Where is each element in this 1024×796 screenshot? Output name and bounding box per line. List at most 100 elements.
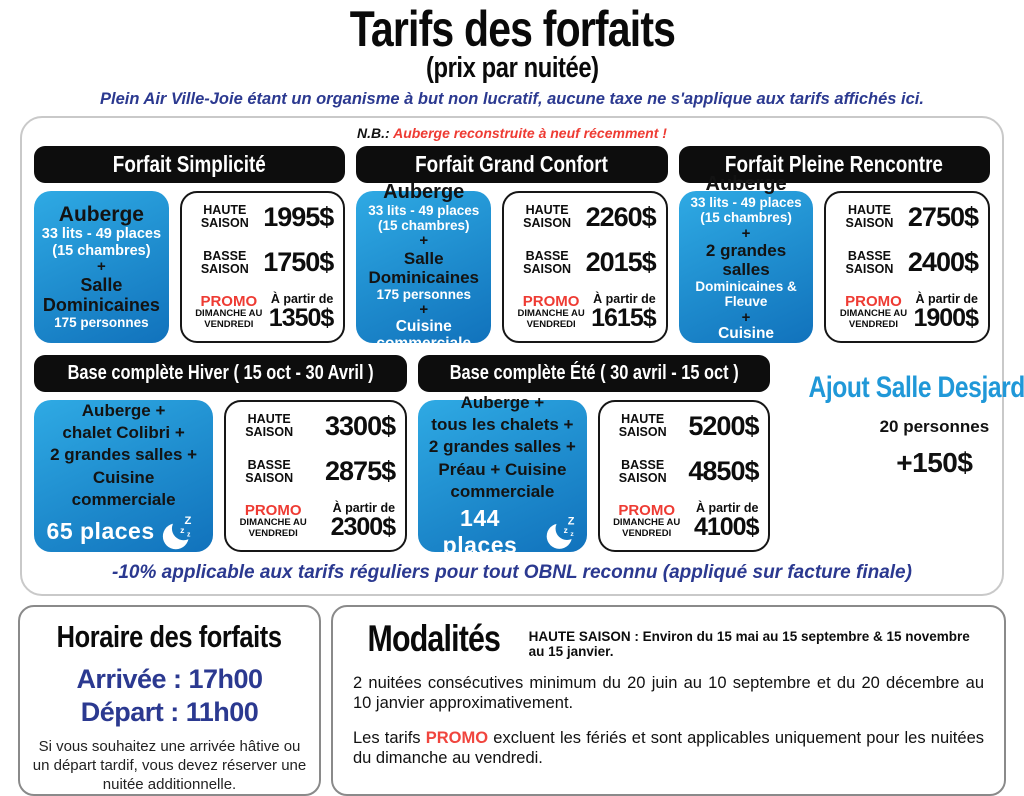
feature-line: 33 lits - 49 places — [690, 195, 802, 211]
package-title: Forfait Pleine Rencontre — [725, 150, 944, 177]
haute-saison-price: 2260$ — [585, 201, 657, 232]
price-row-basse: BASSE SAISON 1750$ — [189, 247, 337, 278]
promo-sub: DIMANCHE AU VENDREDI — [839, 308, 908, 330]
features-box: Auberge + tous les chalets + 2 grandes s… — [418, 393, 587, 558]
feature-line: 2 grandes salles + — [50, 445, 198, 465]
promo-word: PROMO — [244, 502, 302, 520]
promo-price-block: À partir de 1615$ — [591, 293, 659, 332]
price-row-haute: HAUTE SAISON 2260$ — [511, 202, 659, 233]
base-title-bar: Base complète Hiver ( 15 oct - 30 Avril … — [34, 354, 408, 392]
plus-sign: + — [741, 224, 751, 242]
arrival-time: Arrivée : 17h00 — [76, 663, 263, 694]
base-hiver: Base complète Hiver ( 15 oct - 30 Avril … — [34, 354, 408, 552]
package-title-bar: Forfait Grand Confort — [356, 145, 668, 183]
price-row-promo: PROMO DIMANCHE AU VENDREDI À partir de 1… — [189, 293, 337, 332]
from-label: À partir de — [593, 291, 656, 306]
plus-sign: + — [97, 257, 106, 275]
base-title-bar: Base complète Été ( 30 avril - 15 oct ) — [418, 354, 771, 392]
price-box: HAUTE SAISON 2750$ BASSE SAISON 2400$ PR… — [824, 190, 990, 343]
feature-line: Auberge + — [81, 401, 166, 421]
plus-sign: + — [741, 308, 751, 326]
price-row-basse: BASSE SAISON 2875$ — [233, 456, 398, 487]
price-row-haute: HAUTE SAISON 5200$ — [607, 411, 762, 442]
promo-label: PROMO DIMANCHE AU VENDREDI — [511, 294, 591, 330]
base-title: Base complète Été ( 30 avril - 15 oct ) — [449, 361, 739, 384]
places-count: 144 places — [442, 504, 518, 558]
package-simplicite: Forfait Simplicité Auberge 33 lits - 49 … — [34, 145, 346, 343]
feature-line: 175 personnes — [54, 314, 149, 330]
nb-text: Auberge reconstruite à neuf récemment ! — [393, 124, 667, 141]
promo-price: 4100$ — [693, 513, 760, 542]
basse-saison-label: BASSE SAISON — [523, 248, 572, 276]
promo-label: PROMO DIMANCHE AU VENDREDI — [833, 294, 913, 330]
feature-line: (15 chambres) — [700, 210, 792, 226]
ajout-title-text: Ajout Salle Desjardins — [809, 370, 1024, 404]
basse-saison-label: BASSE SAISON — [845, 248, 894, 276]
promo-price: 2300$ — [330, 513, 397, 542]
price-box: HAUTE SAISON 3300$ BASSE SAISON 2875$ PR… — [224, 399, 408, 552]
base-body: Auberge + chalet Colibri + 2 grandes sal… — [34, 399, 408, 552]
promo-price: 1615$ — [591, 304, 657, 333]
min-nights-paragraph: 2 nuitées consécutives minimum du 20 jui… — [353, 673, 984, 713]
haute-saison-definition: HAUTE SAISON : Environ du 15 mai au 15 s… — [528, 628, 970, 659]
price-row-promo: PROMO DIMANCHE AU VENDREDI À partir de 1… — [511, 293, 659, 332]
departure-time: Départ : 11h00 — [80, 697, 259, 728]
modalites-box: Modalités HAUTE SAISON : Environ du 15 m… — [331, 604, 1006, 796]
haute-saison-label: HAUTE SAISON — [245, 411, 294, 439]
promo-conditions-after: excluent les fériés et sont applicables … — [353, 728, 984, 768]
haute-saison-price: 2750$ — [907, 201, 979, 232]
promo-sub: DIMANCHE AU VENDREDI — [195, 308, 263, 330]
feature-line: 2 grandes salles + — [428, 437, 576, 457]
sleep-moon-icon: Z z z — [544, 513, 584, 551]
page-title: Tarifs des forfaits — [0, 4, 1024, 53]
horaire-note: Si vous souhaitez une arrivée hâtive ou … — [32, 738, 307, 793]
promo-sub: DIMANCHE AU VENDREDI — [239, 517, 307, 539]
price-row-basse: BASSE SAISON 4850$ — [607, 456, 762, 487]
svg-text:z: z — [180, 525, 184, 535]
feature-line: Salle Dominicaines — [368, 248, 479, 287]
package-pleine-rencontre: Forfait Pleine Rencontre Auberge 33 lits… — [678, 145, 990, 360]
promo-price-block: À partir de 1900$ — [913, 293, 981, 332]
forfaits-row: Forfait Simplicité Auberge 33 lits - 49 … — [34, 145, 990, 360]
promo-label: PROMO DIMANCHE AU VENDREDI — [607, 503, 687, 539]
price-box: HAUTE SAISON 1995$ BASSE SAISON 1750$ PR… — [179, 190, 346, 343]
basse-saison-price: 2015$ — [585, 247, 657, 278]
svg-text:z: z — [570, 531, 574, 538]
feature-line: 33 lits - 49 places — [41, 226, 162, 243]
price-row-haute: HAUTE SAISON 3300$ — [233, 411, 398, 442]
promo-word: PROMO — [618, 502, 675, 520]
promo-price-block: À partir de 2300$ — [313, 502, 398, 541]
page-subtitle: (prix par nuitée) — [0, 51, 1024, 84]
basse-saison-price: 2875$ — [325, 456, 396, 487]
feature-line: Auberge — [383, 180, 465, 203]
price-row-promo: PROMO DIMANCHE AU VENDREDI À partir de 2… — [233, 502, 398, 541]
basse-saison-price: 2400$ — [907, 247, 979, 278]
bottom-section: Horaire des forfaits Arrivée : 17h00 Dép… — [18, 604, 1006, 796]
page-subtitle-text: (prix par nuitée) — [425, 51, 599, 84]
features-box: Auberge 33 lits - 49 places (15 chambres… — [356, 181, 492, 352]
feature-line: tous les chalets + — [431, 415, 574, 435]
modalites-title-text: Modalités — [367, 618, 501, 659]
price-box: HAUTE SAISON 2260$ BASSE SAISON 2015$ PR… — [502, 190, 668, 343]
modalites-header: Modalités HAUTE SAISON : Environ du 15 m… — [353, 619, 984, 659]
haute-saison-price: 3300$ — [325, 410, 396, 441]
price-row-haute: HAUTE SAISON 1995$ — [189, 202, 337, 233]
haute-saison-label: HAUTE SAISON — [523, 202, 572, 230]
obnl-discount-note: -10% applicable aux tarifs réguliers pou… — [112, 561, 912, 583]
plus-sign: + — [419, 232, 429, 250]
base-title: Base complète Hiver ( 15 oct - 30 Avril … — [67, 361, 374, 384]
horaire-title: Horaire des forfaits — [28, 619, 311, 655]
feature-line: (15 chambres) — [52, 242, 151, 259]
feature-line: 175 personnes — [376, 286, 471, 302]
ajout-title: Ajout Salle Desjardins — [781, 371, 1024, 405]
modalites-title: Modalités — [353, 620, 515, 657]
package-title-bar: Forfait Pleine Rencontre — [678, 145, 990, 183]
haute-saison-price: 5200$ — [688, 410, 759, 441]
from-label: À partir de — [270, 291, 334, 306]
feature-line: chalet Colibri + — [62, 423, 185, 443]
basse-saison-price: 4850$ — [688, 456, 759, 487]
promo-price-block: À partir de 4100$ — [687, 502, 762, 541]
promo-price: 1350$ — [268, 304, 335, 333]
feature-line: Cuisine commerciale — [376, 317, 472, 353]
feature-line: commerciale — [450, 481, 555, 501]
